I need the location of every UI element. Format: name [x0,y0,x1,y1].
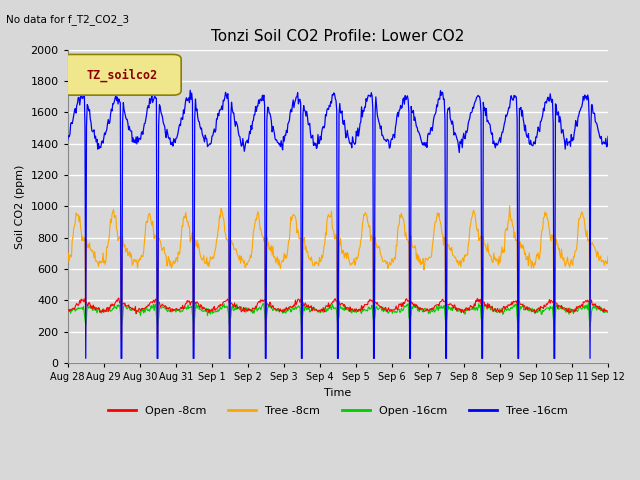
Legend: Open -8cm, Tree -8cm, Open -16cm, Tree -16cm: Open -8cm, Tree -8cm, Open -16cm, Tree -… [104,401,572,420]
Title: Tonzi Soil CO2 Profile: Lower CO2: Tonzi Soil CO2 Profile: Lower CO2 [211,29,465,44]
FancyBboxPatch shape [62,54,181,95]
Text: No data for f_T2_CO2_3: No data for f_T2_CO2_3 [6,14,129,25]
Text: TZ_soilco2: TZ_soilco2 [86,68,157,82]
Y-axis label: Soil CO2 (ppm): Soil CO2 (ppm) [15,164,25,249]
X-axis label: Time: Time [324,388,351,397]
